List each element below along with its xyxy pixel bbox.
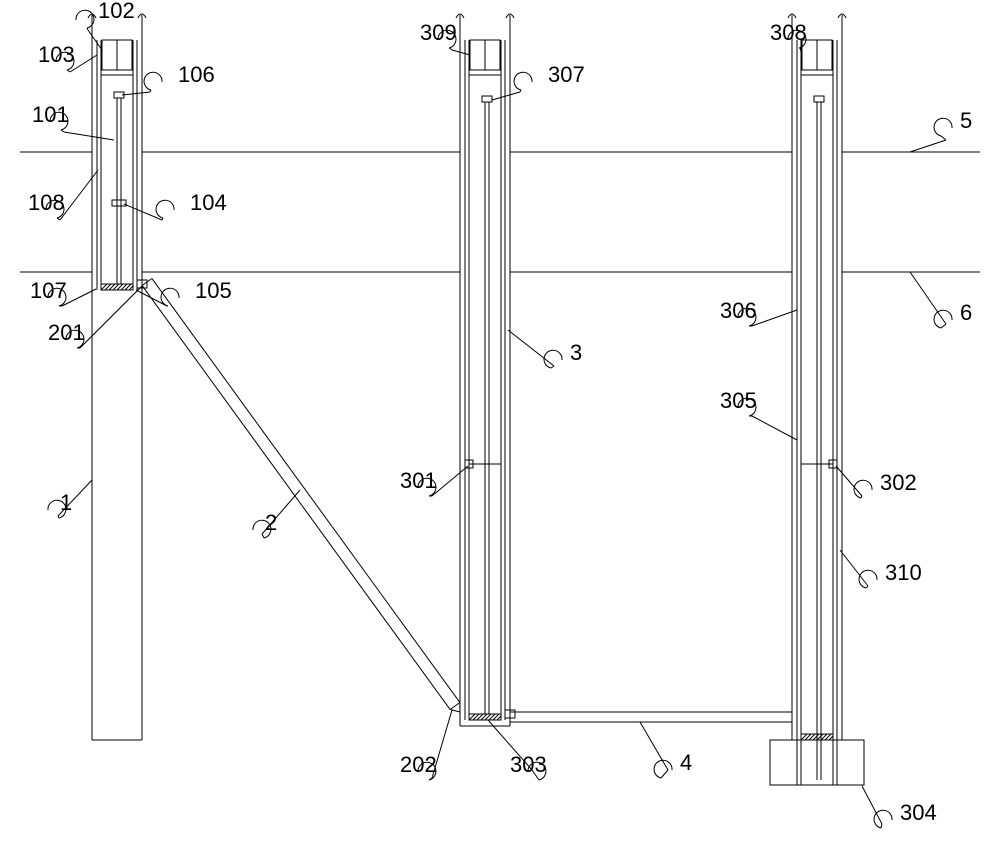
callout-label-106: 106 bbox=[178, 62, 215, 87]
geometry-layer bbox=[20, 14, 980, 785]
callouts-layer: 102 103 106 101 108 104 107 105 201 1 2 309 307 3 301 2… bbox=[28, 0, 972, 828]
callout-label-302: 302 bbox=[880, 470, 917, 495]
callout-label-202: 202 bbox=[400, 752, 437, 777]
callout-label-6: 6 bbox=[960, 300, 972, 325]
callout-label-3: 3 bbox=[570, 340, 582, 365]
callout-label-107: 107 bbox=[30, 278, 67, 303]
callout-label-101: 101 bbox=[32, 102, 69, 127]
engineering-diagram: 102 103 106 101 108 104 107 105 201 1 2 309 307 3 301 2… bbox=[0, 0, 1000, 843]
callout-label-1: 1 bbox=[60, 490, 72, 515]
callout-label-5: 5 bbox=[960, 108, 972, 133]
callout-label-305: 305 bbox=[720, 388, 757, 413]
callout-label-201: 201 bbox=[48, 320, 85, 345]
callout-label-308: 308 bbox=[770, 20, 807, 45]
callout-label-105: 105 bbox=[195, 278, 232, 303]
callout-label-304: 304 bbox=[900, 800, 937, 825]
callout-label-108: 108 bbox=[28, 190, 65, 215]
callout-label-102: 102 bbox=[98, 0, 135, 23]
callout-label-4: 4 bbox=[680, 750, 692, 775]
callout-label-306: 306 bbox=[720, 298, 757, 323]
callout-label-307: 307 bbox=[548, 62, 585, 87]
callout-label-103: 103 bbox=[38, 42, 75, 67]
callout-label-301: 301 bbox=[400, 468, 437, 493]
callout-label-309: 309 bbox=[420, 20, 457, 45]
callout-label-2: 2 bbox=[265, 510, 277, 535]
callout-label-303: 303 bbox=[510, 752, 547, 777]
callout-label-310: 310 bbox=[885, 560, 922, 585]
callout-label-104: 104 bbox=[190, 190, 227, 215]
